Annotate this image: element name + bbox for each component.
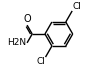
- Text: Cl: Cl: [36, 57, 45, 66]
- Text: O: O: [23, 14, 31, 24]
- Text: H2N: H2N: [7, 38, 27, 47]
- Text: Cl: Cl: [73, 2, 81, 11]
